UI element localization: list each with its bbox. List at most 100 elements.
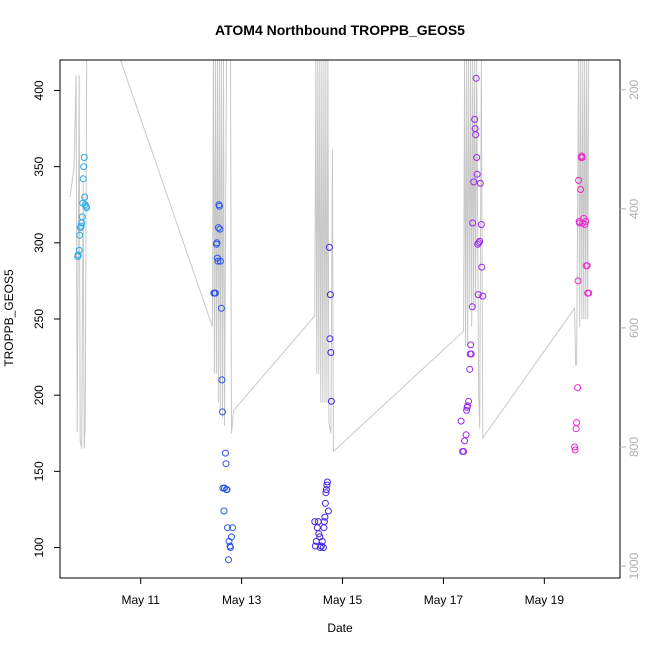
data-point (216, 225, 224, 233)
data-point (472, 131, 480, 139)
data-point (214, 257, 222, 265)
plot-frame (59, 59, 621, 579)
right-tick-label: 600 (627, 318, 641, 338)
data-point (475, 239, 483, 247)
data-point (320, 518, 328, 526)
x-tick-label: May 13 (222, 593, 262, 607)
altitude-trace-line (69, 59, 590, 453)
data-point (227, 544, 234, 551)
data-point (77, 222, 85, 230)
x-tick-label: May 19 (525, 593, 565, 607)
data-point (573, 419, 581, 427)
x-tick-label: May 17 (424, 593, 464, 607)
x-tick-label: May 11 (121, 593, 160, 607)
data-point (324, 507, 332, 515)
data-point (574, 384, 582, 392)
data-point (218, 376, 226, 384)
x-axis-label: Date (327, 621, 353, 635)
data-point (220, 507, 228, 515)
chart-title: ATOM4 Northbound TROPPB_GEOS5 (215, 22, 465, 38)
data-point (326, 291, 334, 299)
data-point (224, 524, 231, 532)
data-point (571, 446, 579, 454)
data-point (322, 489, 330, 497)
data-point (320, 524, 328, 532)
data-point (476, 237, 484, 245)
data-point (468, 303, 476, 311)
data-point (76, 224, 84, 232)
right-tick-label: 400 (627, 199, 641, 219)
data-point (75, 246, 83, 254)
data-point (467, 350, 475, 358)
data-point (228, 533, 235, 541)
data-point (581, 221, 589, 228)
data-point (83, 204, 91, 212)
data-point (319, 544, 327, 551)
data-point (477, 221, 485, 228)
altitude-trace (69, 59, 590, 453)
y-tick-label: 400 (32, 80, 46, 100)
data-point (476, 179, 484, 187)
data-point (577, 186, 585, 193)
data-point (78, 213, 86, 221)
data-point (574, 277, 582, 285)
data-point (471, 115, 479, 123)
data-point (460, 448, 468, 455)
data-point (325, 243, 333, 251)
y-tick-label: 200 (32, 385, 46, 405)
data-point (211, 289, 219, 297)
data-point (461, 437, 469, 445)
y-tick-label: 150 (32, 461, 46, 481)
data-point (216, 257, 224, 265)
right-tick-label: 200 (627, 79, 641, 99)
data-point (321, 499, 329, 507)
data-point (217, 304, 225, 312)
x-axis: May 11 May 13 May 15 May 17 May 19 (121, 578, 564, 607)
data-point (215, 202, 223, 210)
data-point (473, 154, 481, 161)
data-point (479, 292, 487, 300)
data-point (316, 544, 324, 551)
data-point (313, 524, 321, 532)
data-point (472, 74, 480, 82)
y-tick-label: 350 (32, 156, 46, 176)
data-point (223, 486, 231, 494)
y-tick-label: 250 (32, 309, 46, 329)
data-point (463, 406, 471, 414)
data-point (311, 518, 319, 526)
data-point (214, 224, 222, 232)
data-point (462, 431, 470, 439)
data-point (457, 417, 465, 425)
data-point (326, 335, 334, 343)
x-tick-label: May 15 (323, 593, 363, 607)
data-point (81, 193, 89, 201)
data-point (467, 341, 475, 349)
data-point (327, 349, 335, 356)
data-point (582, 218, 590, 225)
data-point (578, 154, 586, 161)
data-points (74, 74, 593, 564)
data-point (466, 365, 474, 373)
data-point (76, 231, 84, 239)
data-point (473, 170, 481, 178)
data-point (478, 263, 486, 271)
data-point (470, 178, 478, 186)
right-tick-label: 1000 (627, 552, 641, 579)
data-point (585, 289, 593, 297)
data-point (80, 154, 88, 161)
data-point (322, 486, 330, 494)
y-tick-label: 300 (32, 232, 46, 252)
data-point (222, 449, 229, 457)
data-point (571, 443, 579, 451)
data-point (225, 556, 232, 564)
data-point (213, 239, 221, 247)
data-point (465, 397, 473, 405)
y-axis-label: TROPPB_GEOS5 (2, 269, 16, 367)
data-point (219, 408, 226, 416)
data-point (575, 176, 583, 184)
data-point (323, 481, 331, 489)
data-point (572, 425, 580, 433)
data-point (327, 397, 335, 405)
right-tick-label: 800 (627, 437, 641, 457)
